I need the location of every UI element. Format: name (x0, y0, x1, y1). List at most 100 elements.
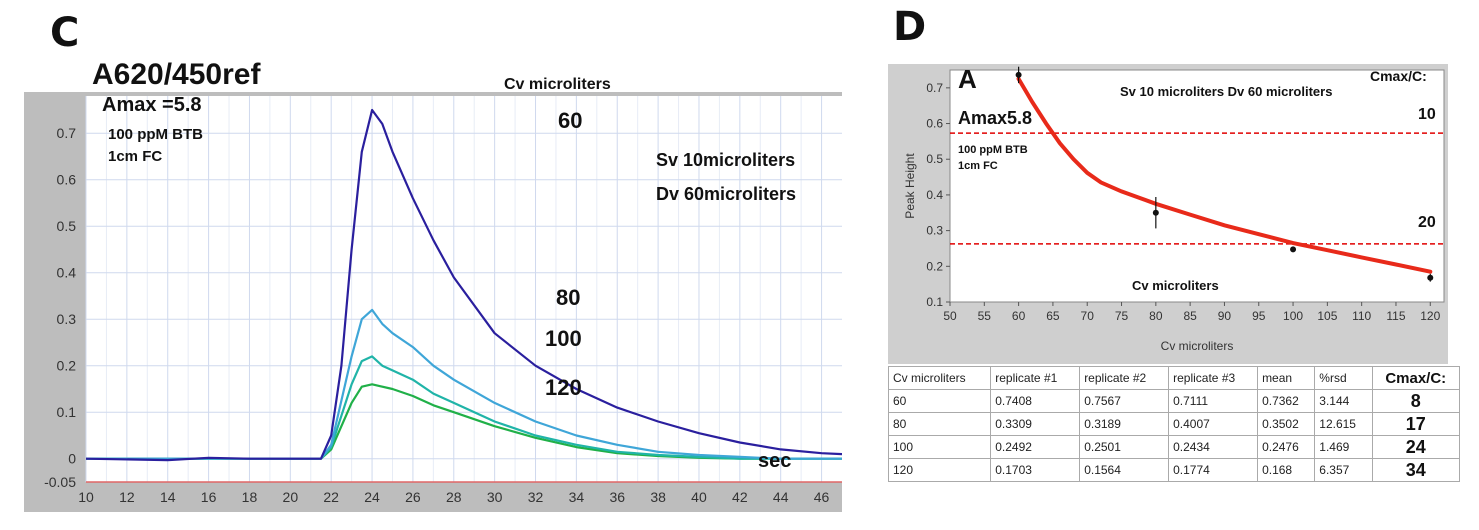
table-cell: 0.168 (1257, 458, 1316, 482)
panel-d-cv: Cv microliters (1132, 278, 1219, 293)
panel-c-label-80: 80 (556, 285, 581, 310)
x-tick-label: 42 (732, 489, 748, 505)
y-tick-label: 0.5 (926, 152, 943, 166)
x-tick-label: 100 (1283, 309, 1303, 323)
y-tick-label: 0.2 (926, 259, 943, 273)
panel-d-chart: 50 55 60 65 70 75 80 85 90 95 100 105 110 115 120 0.1 0.… (888, 64, 1448, 364)
x-tick-label: 16 (201, 489, 217, 505)
x-tick-label: 22 (323, 489, 339, 505)
series-line-100 (86, 355, 842, 460)
panel-d-amax: Amax5.8 (958, 108, 1033, 128)
table-cell: 0.3189 (1079, 412, 1170, 436)
data-point (1015, 71, 1022, 78)
panel-c-svg: 10 12 14 16 18 20 22 24 26 28 30 32 34 36 38 40 42 44 46 -0… (44, 96, 842, 505)
x-tick-label: 46 (814, 489, 830, 505)
table-header-row: Cv microliters replicate #1 replicate #2… (887, 366, 1460, 390)
data-point (1290, 246, 1297, 253)
table-cell: 100 (887, 435, 992, 459)
table-cell: 0.7408 (990, 389, 1081, 413)
panel-d-corner: A (958, 64, 977, 94)
data-point (1427, 274, 1434, 281)
x-tick-label: 115 (1386, 309, 1405, 323)
x-tick-label: 75 (1115, 309, 1129, 323)
panel-c-sv: Sv 10microliters (656, 150, 796, 170)
panel-d-svg: 50 55 60 65 70 75 80 85 90 95 100 105 110 115 120 0.1 0.… (903, 66, 1445, 353)
x-tick-label: 120 (1420, 309, 1440, 323)
table-cell: 0.1774 (1168, 458, 1259, 482)
x-tick-label: 14 (160, 489, 176, 505)
table-cell: 120 (887, 458, 992, 482)
x-tick-label: 60 (1012, 309, 1026, 323)
table-header-cell: Cmax/C: (1371, 366, 1460, 390)
x-tick-label: 38 (650, 489, 666, 505)
x-tick-label: 18 (242, 489, 258, 505)
panel-d-cell: 1cm FC (958, 160, 998, 172)
panel-c-cell: 1cm FC (108, 148, 163, 165)
x-tick-label: 30 (487, 489, 503, 505)
table-header-cell: replicate #1 (990, 366, 1081, 390)
panel-c-chart: 10 12 14 16 18 20 22 24 26 28 30 32 34 36 38 40 42 44 46 -0… (24, 58, 842, 512)
table-cell: 34 (1371, 458, 1460, 482)
x-tick-label: 105 (1317, 309, 1337, 323)
y-tick-label: 0.6 (57, 172, 77, 188)
x-tick-label: 90 (1218, 309, 1232, 323)
panel-d-cmax: Cmax/C: (1370, 68, 1427, 84)
table-cell: 0.7362 (1257, 389, 1316, 413)
table-cell: 0.3502 (1257, 412, 1316, 436)
table-cell: 0.2434 (1168, 435, 1259, 459)
x-tick-label: 80 (1149, 309, 1163, 323)
panel-c-label-60: 60 (558, 108, 583, 133)
panel-c-amax: Amax =5.8 (102, 94, 202, 116)
table-header-cell: mean (1257, 366, 1316, 390)
table-cell: 0.2492 (990, 435, 1081, 459)
x-tick-label: 110 (1352, 309, 1371, 323)
y-tick-label: 0.6 (926, 117, 943, 131)
x-tick-label: 24 (364, 489, 380, 505)
y-tick-label: 0.2 (57, 358, 77, 374)
plot-area (86, 96, 842, 482)
y-tick-label: 0.3 (926, 224, 943, 238)
y-tick-label: 0.7 (57, 125, 77, 141)
panel-c-label-120: 120 (545, 375, 582, 400)
table-cell: 3.144 (1314, 389, 1373, 413)
y-tick-label: 0.1 (926, 295, 943, 309)
x-tick-label: 34 (569, 489, 585, 505)
x-tick-label: 10 (78, 489, 94, 505)
y-tick-label: -0.05 (44, 474, 76, 490)
x-tick-label: 44 (773, 489, 789, 505)
x-tick-label: 12 (119, 489, 135, 505)
panel-d-table: Cv microliters replicate #1 replicate #2… (887, 366, 1460, 482)
x-tick-label: 55 (978, 309, 992, 323)
table-row: 80 0.3309 0.3189 0.4007 0.3502 12.615 17 (887, 412, 1460, 436)
table-cell: 17 (1371, 412, 1460, 436)
table-cell: 0.7567 (1079, 389, 1170, 413)
table-cell: 0.4007 (1168, 412, 1259, 436)
x-tick-label: 70 (1081, 309, 1095, 323)
table-header-cell: replicate #3 (1168, 366, 1259, 390)
table-cell: 0.2476 (1257, 435, 1316, 459)
y-tick-label: 0.4 (926, 188, 943, 202)
panel-letter-c: C (50, 10, 80, 56)
x-tick-label: 20 (283, 489, 299, 505)
plot-area (949, 69, 1445, 303)
table-cell: 24 (1371, 435, 1460, 459)
x-tick-label: 40 (691, 489, 707, 505)
table-cell: 60 (887, 389, 992, 413)
series-line-80 (86, 308, 842, 460)
y-tick-label: 0 (68, 451, 76, 467)
x-tick-label: 28 (446, 489, 462, 505)
series-line-60 (85, 108, 842, 462)
table-cell: 0.1703 (990, 458, 1081, 482)
panel-d-line10-label: 10 (1418, 106, 1436, 123)
y-axis-title: Peak Height (903, 153, 917, 219)
table-cell: 0.2501 (1079, 435, 1170, 459)
panel-c-conc: 100 ppM BTB (108, 126, 204, 143)
panel-c-sec: sec (758, 450, 792, 472)
table-header-cell: %rsd (1314, 366, 1373, 390)
x-tick-label: 50 (943, 309, 957, 323)
x-tick-label: 36 (609, 489, 625, 505)
table-row: 100 0.2492 0.2501 0.2434 0.2476 1.469 24 (887, 435, 1460, 459)
y-tick-label: 0.1 (57, 404, 77, 420)
y-tick-label: 0.5 (57, 218, 77, 234)
table-cell: 0.3309 (990, 412, 1081, 436)
